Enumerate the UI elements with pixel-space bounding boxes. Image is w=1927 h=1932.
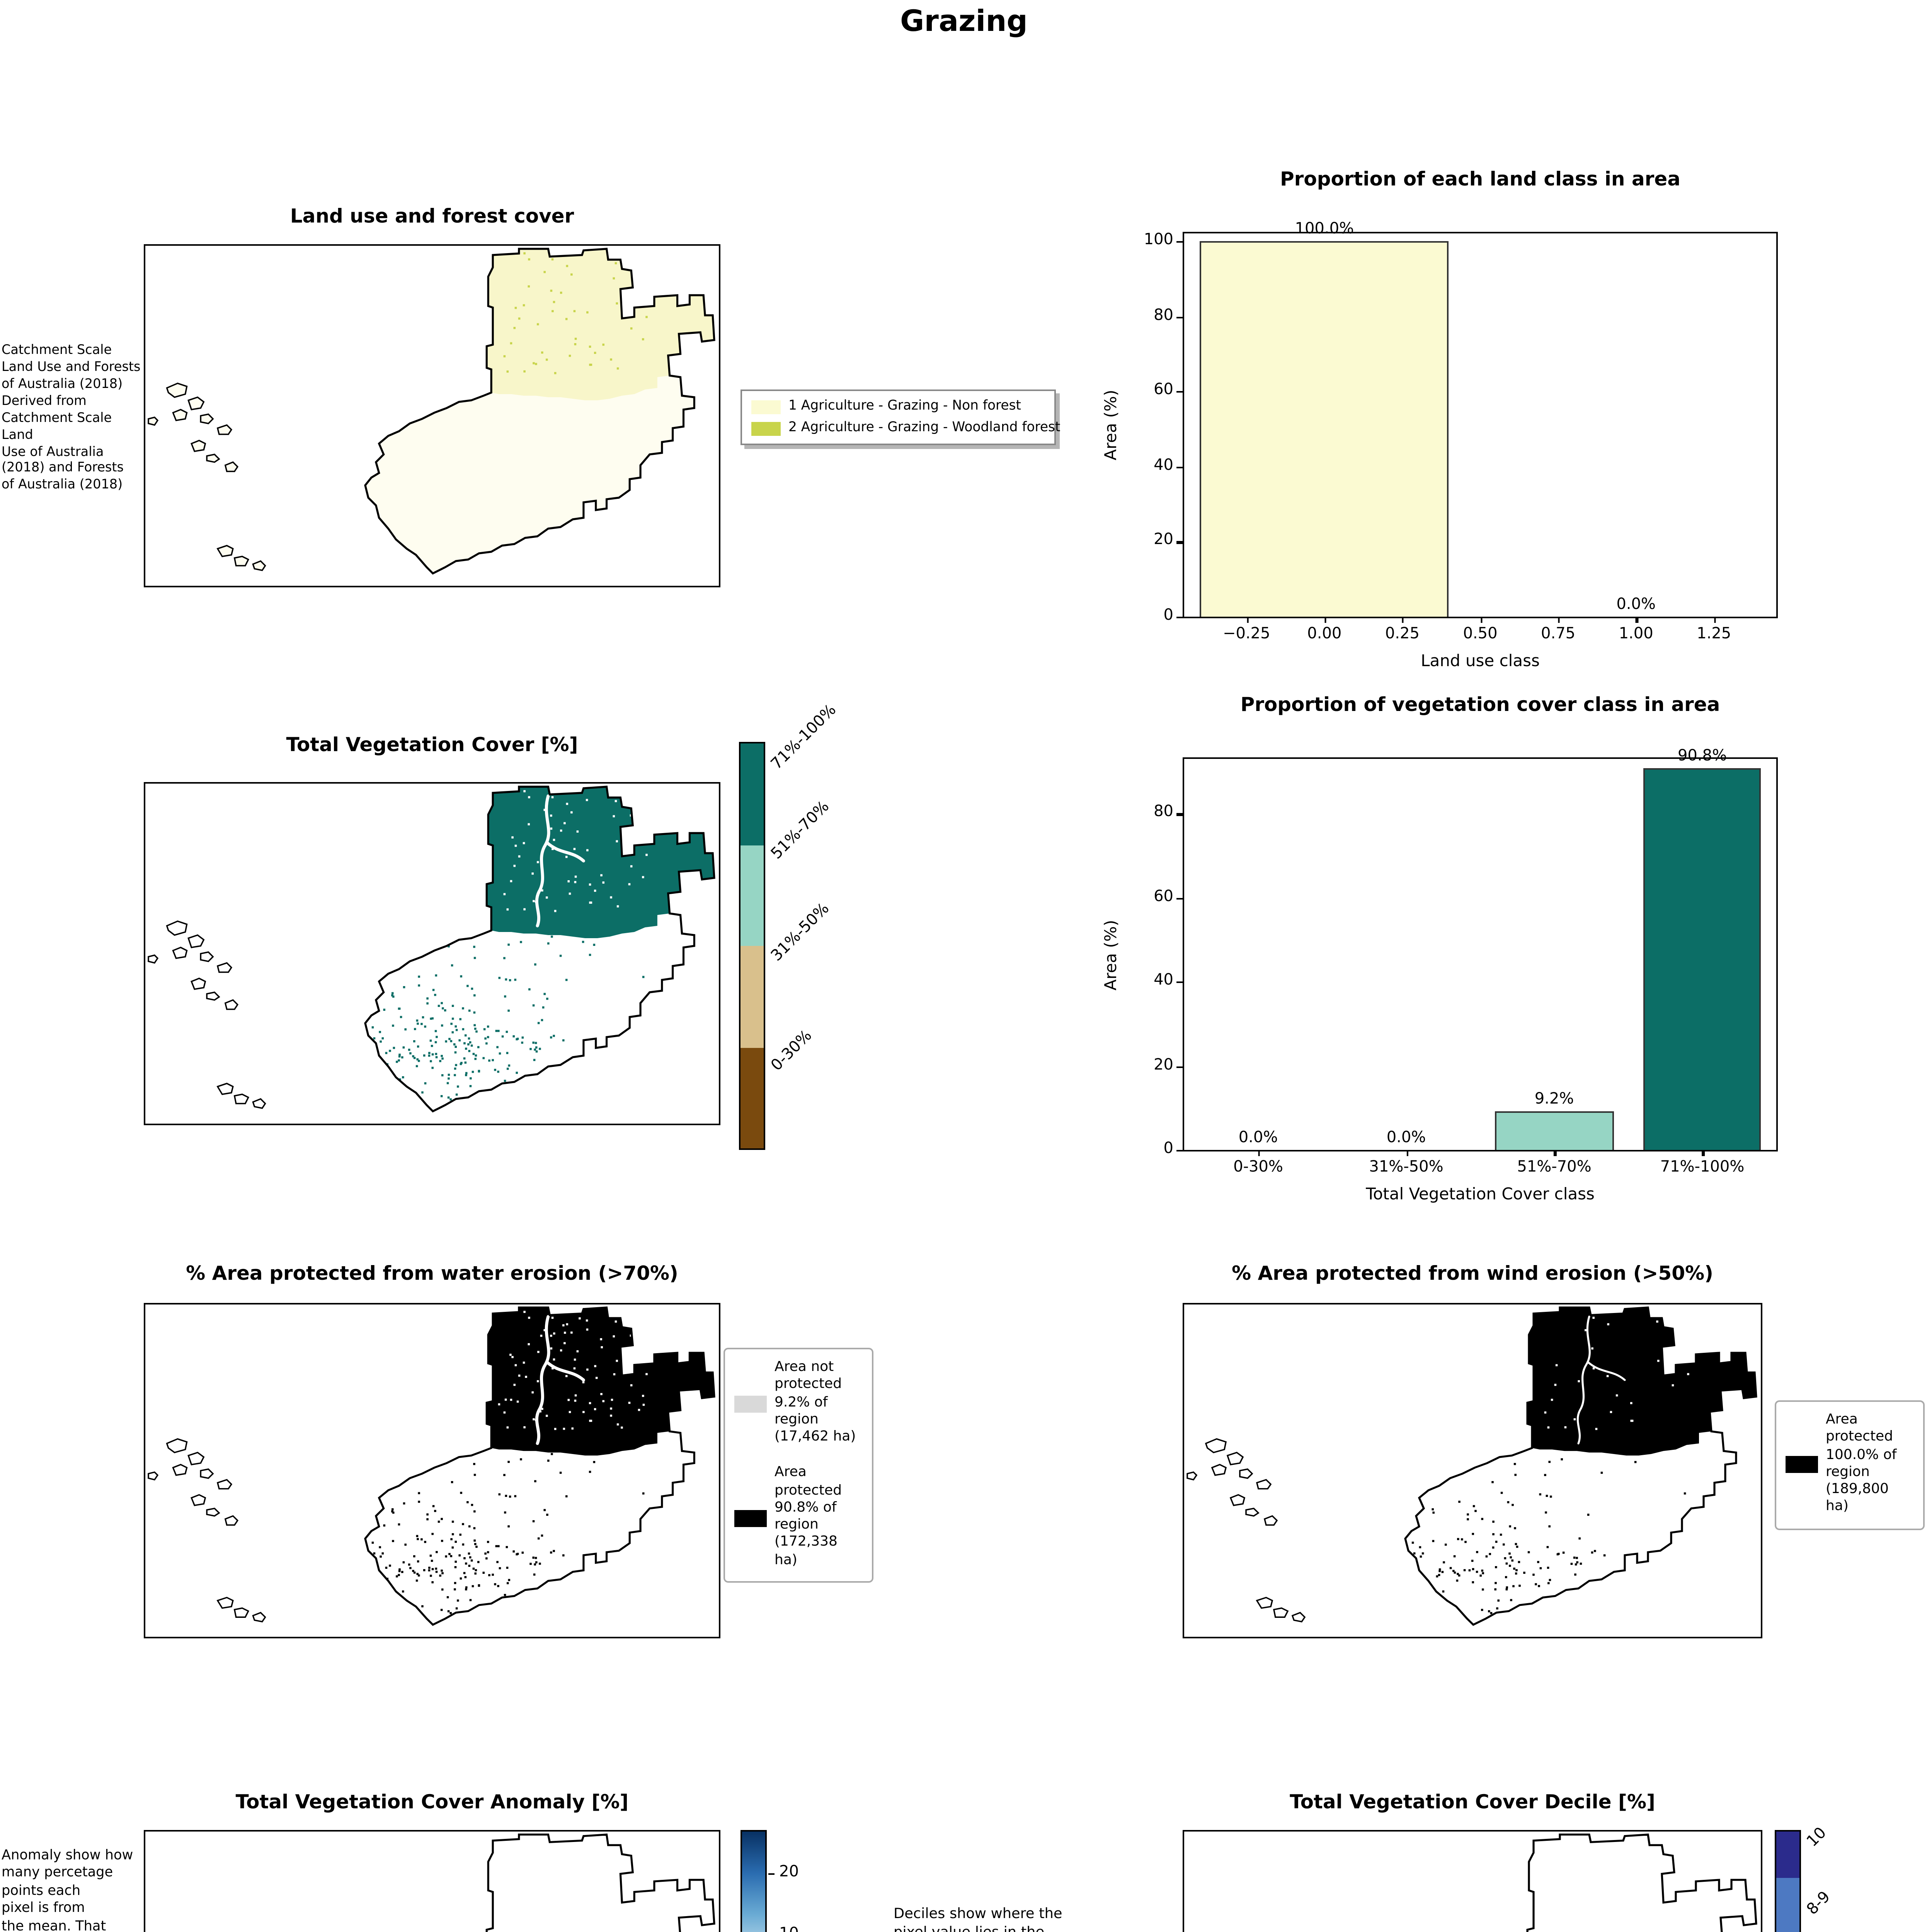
x-tick-label: 51%-70%	[1517, 1150, 1592, 1176]
y-tick-label: 0	[1163, 1141, 1184, 1158]
x-tick-label: 0.25	[1385, 617, 1420, 643]
legend-label-protected: Area protected 100.0% of region (189,800…	[1826, 1413, 1897, 1515]
bar-value-label: 90.8%	[1677, 748, 1727, 765]
legend-label-woodland: 2 Agriculture - Grazing - Woodland fores…	[788, 420, 1061, 436]
y-axis-label: Area (%)	[1102, 919, 1121, 990]
y-tick-label: 40	[1154, 457, 1182, 474]
plot-area: 0 20 40 60 80 100 −0.25 0.00 0.25 0.50 0.75 1.00 1.…	[1144, 221, 1778, 643]
x-tick-label: −0.25	[1222, 617, 1270, 643]
x-tick-label: 1.25	[1697, 617, 1731, 643]
colorbar-bar	[739, 742, 765, 1150]
colorbar-tick-label: 20	[768, 1864, 799, 1881]
colorbar-class-label: 8-9	[1804, 1888, 1834, 1918]
y-tick-label: 60	[1154, 888, 1182, 906]
colorbar-class-label: 10	[1804, 1825, 1830, 1851]
bar-value-label: 100.0%	[1295, 221, 1354, 238]
anomaly-map-title: Total Vegetation Cover Anomaly [%]	[235, 1790, 629, 1813]
y-tick-label: 100	[1144, 231, 1183, 249]
legend-label-nonforest: 1 Agriculture - Grazing - Non forest	[788, 399, 1021, 414]
colorbar-labels: 108-94-72-31	[1775, 1825, 1898, 1932]
x-tick-label: 71%-100%	[1660, 1150, 1745, 1176]
land-use-map-title: Land use and forest cover	[290, 204, 574, 227]
bar	[1495, 1111, 1614, 1150]
water-erosion-map	[144, 1303, 720, 1638]
decile-colorbar: 108-94-72-31	[1775, 1825, 1898, 1932]
land-use-legend: 1 Agriculture - Grazing - Non forest 2 A…	[740, 389, 1061, 445]
decile-map	[1183, 1830, 1762, 1932]
anomaly-map	[144, 1830, 720, 1932]
bar-value-label: 0.0%	[1238, 1130, 1278, 1147]
colorbar-tick-label: 10	[779, 1927, 799, 1932]
bar-value-label: 0.0%	[1386, 1130, 1426, 1147]
water-erosion-legend: Area not protected 9.2% of region (17,46…	[723, 1348, 873, 1582]
legend-item-not-protected: Area not protected 9.2% of region (17,46…	[734, 1360, 863, 1447]
legend-swatch-woodland	[751, 421, 781, 435]
y-tick-label: 20	[1154, 532, 1182, 549]
x-tick-label: 0-30%	[1233, 1150, 1283, 1176]
legend-label-protected: Area protected 90.8% of region (172,338 …	[775, 1466, 842, 1568]
decile-note: Deciles show where the pixel value lies …	[894, 1906, 1062, 1932]
legend-swatch-not-protected	[734, 1395, 767, 1412]
land-use-map	[144, 244, 720, 587]
veg-cover-colorbar: 71%-100% 51%-70% 31%-50% 0-30%	[739, 701, 878, 1150]
colorbar-class-label: 51%-70%	[768, 798, 833, 863]
x-tick-label: 1.00	[1619, 617, 1653, 643]
colorbar-class-label: 71%-100%	[768, 701, 840, 773]
legend-swatch-protected	[734, 1509, 767, 1526]
veg-cover-map	[144, 782, 720, 1125]
plot-area: 0 20 40 60 80 0-30% 31%-50% 51%-70% 71%-100% 0.…	[1154, 748, 1778, 1176]
y-axis-label: Area (%)	[1102, 389, 1121, 461]
chart-title: Proportion of vegetation cover class in …	[1240, 692, 1720, 716]
bar	[1643, 768, 1762, 1150]
water-erosion-map-title: % Area protected from water erosion (>70…	[186, 1261, 678, 1284]
legend-label-not-protected: Area not protected 9.2% of region (17,46…	[775, 1360, 856, 1445]
veg-cover-bar-chart: Proportion of vegetation cover class in …	[1102, 692, 1778, 1204]
land-use-source-note: Catchment Scale Land Use and Forests of …	[2, 342, 141, 492]
colorbar-bar	[1775, 1830, 1801, 1932]
anomaly-colorbar: 20100−10−20	[740, 1830, 849, 1932]
wind-erosion-map-title: % Area protected from wind erosion (>50%…	[1231, 1261, 1713, 1284]
wind-erosion-legend: Area protected 100.0% of region (189,800…	[1775, 1400, 1925, 1529]
y-tick-label: 80	[1154, 804, 1182, 821]
legend-swatch-nonforest	[751, 400, 781, 413]
x-tick-label: 0.00	[1307, 617, 1342, 643]
colorbar-labels: 71%-100% 51%-70% 31%-50% 0-30%	[739, 701, 878, 1150]
x-tick-label: 31%-50%	[1369, 1150, 1444, 1176]
y-tick-label: 60	[1154, 382, 1182, 399]
veg-cover-map-title: Total Vegetation Cover [%]	[286, 733, 578, 756]
bar-value-label: 0.0%	[1616, 597, 1656, 614]
colorbar-class-label: 0-30%	[768, 1027, 816, 1075]
bar-value-label: 9.2%	[1534, 1091, 1574, 1108]
bar	[1200, 241, 1449, 617]
x-tick-label: 0.50	[1463, 617, 1498, 643]
decile-map-title: Total Vegetation Cover Decile [%]	[1290, 1790, 1655, 1813]
legend-item-protected: Area protected 100.0% of region (189,800…	[1786, 1413, 1914, 1517]
chart-title: Proportion of each land class in area	[1280, 167, 1680, 190]
colorbar-bar	[740, 1830, 767, 1932]
legend-item-nonforest: 1 Agriculture - Grazing - Non forest	[751, 399, 1045, 414]
legend-swatch-protected	[1786, 1456, 1818, 1473]
legend-item-woodland: 2 Agriculture - Grazing - Woodland fores…	[751, 420, 1061, 436]
x-tick-label: 0.75	[1541, 617, 1576, 643]
colorbar-class-label: 31%-50%	[768, 900, 833, 965]
anomaly-note: Anomaly show how many percetage points e…	[2, 1849, 133, 1932]
wind-erosion-map	[1183, 1303, 1762, 1638]
y-tick-label: 40	[1154, 972, 1182, 990]
land-class-bar-chart: Proportion of each land class in area Ar…	[1102, 167, 1778, 671]
x-axis-label: Land use class	[1421, 652, 1540, 671]
y-tick-label: 0	[1163, 607, 1184, 624]
x-axis-label: Total Vegetation Cover class	[1366, 1185, 1595, 1204]
colorbar-labels: 20100−10−20	[740, 1830, 849, 1932]
y-tick-label: 20	[1154, 1056, 1182, 1074]
page-title: Grazing	[900, 5, 1028, 39]
y-tick-label: 80	[1154, 307, 1182, 324]
legend-item-protected: Area protected 90.8% of region (172,338 …	[734, 1466, 863, 1570]
